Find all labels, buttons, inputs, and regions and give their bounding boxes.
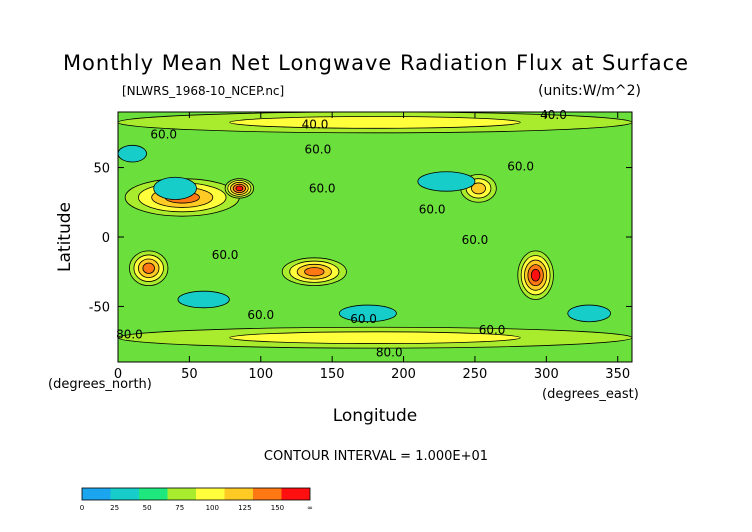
contour-label: 60.0 — [212, 248, 239, 262]
colorbar-swatch — [167, 488, 196, 500]
x-tick-label: 300 — [534, 367, 559, 382]
contour-label: 60.0 — [419, 202, 446, 216]
contour-fill — [567, 304, 611, 323]
colorbar-swatch — [253, 488, 282, 500]
colorbar-level-label: 75 — [175, 504, 184, 512]
y-tick-label: -50 — [89, 300, 110, 315]
y-axis-title: Latitude — [55, 202, 75, 272]
units-label: (units:W/m^2) — [538, 83, 641, 99]
contour-label: 80.0 — [376, 345, 403, 359]
contour-fill — [229, 331, 521, 344]
contour-label: 60.0 — [350, 312, 377, 326]
contour-fill — [338, 304, 397, 323]
contour-fill — [153, 176, 197, 200]
contour-label: 80.0 — [116, 327, 143, 341]
contour-fill — [417, 171, 476, 192]
colorbar-level-label: 150 — [271, 504, 284, 512]
file-label: [NLWRS_1968-10_NCEP.nc] — [122, 84, 284, 98]
contour-fill — [142, 262, 155, 274]
colorbar-swatch — [224, 488, 253, 500]
colorbar: 0 25 50 75 100 125 150 ∞ — [80, 487, 313, 512]
y-tick-label: 0 — [102, 231, 110, 246]
colorbar-swatch — [139, 488, 168, 500]
colorbar-level-label: ∞ — [307, 504, 313, 512]
field-andes-high — [517, 250, 554, 300]
colorbar-level-label: 0 — [80, 504, 84, 512]
contour-label: 60.0 — [309, 182, 336, 196]
field-tibet-high — [224, 178, 255, 199]
contour-label: 40.0 — [302, 118, 329, 132]
contour-label: 60.0 — [305, 143, 332, 157]
contour-fill — [471, 182, 486, 195]
colorbar-swatch — [82, 488, 111, 500]
contour-fill — [530, 268, 541, 282]
contour-label: 60.0 — [479, 323, 506, 337]
contour-fill — [118, 144, 147, 163]
colorbar-level-label: 100 — [206, 504, 219, 512]
contour-fill — [229, 116, 521, 129]
contour-fill — [177, 290, 230, 309]
contour-label: 40.0 — [540, 108, 567, 122]
y-tick-label: 50 — [93, 162, 110, 177]
x-tick-label: 250 — [463, 367, 488, 382]
field-australia-high — [281, 257, 347, 287]
x-axis-title: Longitude — [333, 406, 418, 426]
x-tick-label: 50 — [181, 367, 198, 382]
contour-interval-text: CONTOUR INTERVAL = 1.000E+01 — [264, 449, 488, 464]
colorbar-level-label: 125 — [238, 504, 251, 512]
colorbar-level-label: 50 — [143, 504, 152, 512]
x-tick-label: 100 — [248, 367, 273, 382]
plot-area: 40.0 40.0 60.0 60.0 60.0 60.0 60.0 60.0 60.0 60.0… — [89, 108, 633, 382]
x-tick-label: 200 — [391, 367, 416, 382]
colorbar-level-label: 25 — [110, 504, 119, 512]
x-tick-label: 350 — [605, 367, 630, 382]
colorbar-swatch — [281, 488, 310, 500]
colorbar-frame — [81, 487, 311, 501]
colorbar-swatch — [110, 488, 139, 500]
field-arctic-band — [118, 112, 632, 134]
y-unit-label: (degrees_north) — [48, 377, 152, 392]
x-tick-label: 0 — [114, 367, 122, 382]
contour-label: 60.0 — [247, 308, 274, 322]
colorbar-swatch — [196, 488, 225, 500]
contour-label: 60.0 — [507, 159, 534, 173]
x-unit-label: (degrees_east) — [542, 387, 639, 402]
contour-label: 60.0 — [150, 127, 177, 141]
chart-title: Monthly Mean Net Longwave Radiation Flux… — [63, 51, 689, 75]
contour-fill — [304, 267, 325, 277]
field-southern-africa-high — [129, 250, 169, 287]
x-tick-label: 150 — [320, 367, 345, 382]
contour-label: 60.0 — [462, 233, 489, 247]
field-southern-ocean-band — [118, 326, 632, 349]
contour-fill — [235, 185, 244, 192]
